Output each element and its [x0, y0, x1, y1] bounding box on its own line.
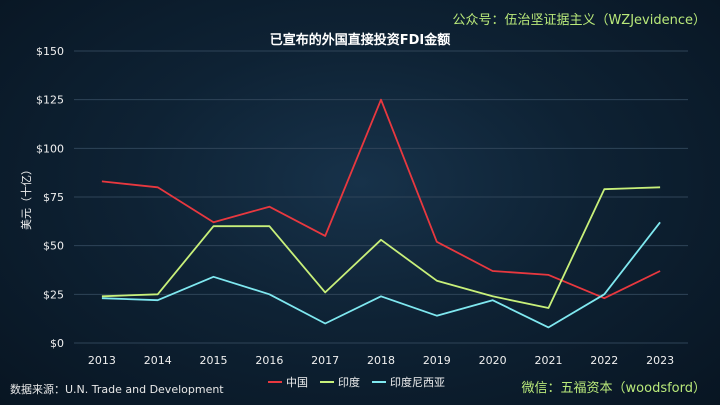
x-tick-label: 2017 — [311, 354, 339, 367]
chart-title: 已宣布的外国直接投资FDI金额 — [270, 32, 451, 48]
wechat-contact-credit: 微信：五福资本（woodsford） — [521, 381, 706, 396]
legend-swatch — [268, 381, 282, 383]
y-tick-labels: $0 $25 $50 $75 $100 $125 $150 — [36, 45, 64, 350]
x-tick-label: 2013 — [88, 354, 116, 367]
series-line-印度 — [101, 186, 661, 309]
y-tick-label: $50 — [43, 240, 64, 253]
series-line-中国 — [101, 98, 661, 300]
x-tick-label: 2015 — [200, 354, 228, 367]
x-tick-label: 2021 — [534, 354, 562, 367]
x-tick-label: 2016 — [255, 354, 283, 367]
data-source-note: 数据来源：U.N. Trade and Development — [10, 383, 224, 396]
y-tick-label: $25 — [43, 288, 64, 301]
y-tick-label: $150 — [36, 45, 64, 58]
series-line-印度尼西亚 — [101, 221, 661, 329]
legend-swatch — [372, 381, 386, 383]
x-tick-label: 2022 — [590, 354, 618, 367]
y-axis-label: 美元（十亿） — [19, 164, 33, 230]
legend-item: 中国 — [268, 374, 308, 390]
x-tick-label: 2018 — [367, 354, 395, 367]
y-tick-label: $0 — [50, 337, 64, 350]
legend-item: 印度 — [320, 374, 360, 390]
legend-label: 印度尼西亚 — [390, 376, 445, 389]
x-tick-label: 2023 — [646, 354, 674, 367]
y-tick-label: $75 — [43, 191, 64, 204]
y-tick-label: $100 — [36, 142, 64, 155]
chart-legend: 中国 印度 印度尼西亚 — [268, 374, 445, 390]
legend-label: 中国 — [286, 376, 308, 389]
legend-label: 印度 — [338, 376, 360, 389]
x-tick-label: 2019 — [423, 354, 451, 367]
x-tick-labels: 2013 2014 2015 2016 2017 2018 2019 2020 2021 2022… — [88, 354, 674, 367]
y-tick-label: $125 — [36, 94, 64, 107]
x-tick-label: 2020 — [479, 354, 507, 367]
x-tick-label: 2014 — [144, 354, 172, 367]
series-lines — [101, 98, 661, 329]
wechat-account-credit: 公众号：伍治坚证据主义（WZJevidence） — [452, 13, 706, 28]
legend-item: 印度尼西亚 — [372, 374, 445, 390]
legend-swatch — [320, 381, 334, 383]
